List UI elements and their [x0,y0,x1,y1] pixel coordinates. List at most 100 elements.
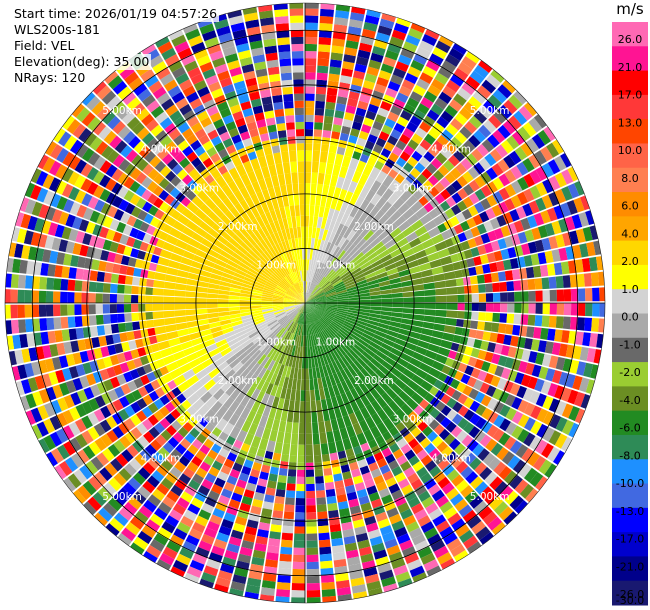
ppi-gate [401,79,415,91]
ppi-gate [399,151,411,162]
ppi-gate [207,43,222,55]
ppi-gate [303,270,305,282]
ppi-gate [229,313,241,319]
ppi-gate [387,243,400,254]
ppi-gate [175,97,189,110]
ppi-gate [319,278,328,288]
ppi-gate [350,330,362,339]
ppi-gate [373,354,385,365]
ppi-gate [526,138,540,153]
ppi-gate [180,491,194,503]
ppi-gate [73,469,88,484]
ppi-gate [199,328,212,337]
ppi-gate [305,303,307,314]
ppi-gate [386,267,399,276]
ppi-gate [253,230,264,242]
ppi-gate [316,238,322,251]
ppi-gate [479,382,490,394]
ppi-gate [155,264,168,274]
ppi-gate [530,420,543,435]
ppi-gate [262,311,274,317]
ppi-gate [326,431,335,443]
ppi-gate [295,498,305,506]
ppi-gate [344,47,358,57]
ppi-gate [225,435,236,446]
ppi-gate [319,23,333,32]
ppi-gate [315,227,321,239]
ppi-gate [80,178,93,192]
ppi-gate [198,540,213,552]
ppi-gate [316,321,323,332]
ppi-gate [154,209,165,220]
ppi-gate [509,257,519,269]
ppi-gate [266,334,276,344]
ppi-gate [305,2,319,9]
ppi-gate [62,409,75,424]
ppi-gate [245,325,257,333]
ppi-gate [308,313,313,324]
ppi-gate [414,540,430,552]
ppi-gate [194,128,207,140]
ppi-gate [547,328,556,341]
ppi-gate [529,169,542,184]
ppi-gate [99,467,113,482]
ppi-gate [186,201,200,214]
ppi-gate [492,428,505,442]
ppi-gate [316,490,326,498]
ppi-gate [517,231,528,244]
ppi-gate [43,190,55,206]
ppi-gate [239,296,251,301]
ppi-gate [541,237,552,251]
ppi-gate [321,316,331,325]
ppi-gate [291,433,299,445]
ppi-gate [124,431,137,444]
ppi-gate [498,187,510,201]
ppi-gate [426,163,438,175]
ppi-gate [263,146,273,156]
ppi-gate [387,192,400,206]
ppi-gate [130,414,142,427]
ppi-gate [261,580,276,589]
ppi-gate [399,539,414,551]
ppi-gate [237,351,249,362]
ppi-gate [296,483,305,492]
ppi-gate [12,258,21,273]
ppi-gate [579,195,590,211]
ppi-gate [348,134,358,144]
ppi-gate [345,390,355,403]
ppi-gate [113,512,129,527]
ppi-gate [53,317,62,330]
ppi-gate [266,59,279,69]
ppi-gate [332,348,341,360]
ppi-gate [305,303,310,313]
ppi-gate [318,525,330,534]
ppi-gate [281,240,288,253]
ppi-gate [47,330,57,344]
ppi-gate [319,239,325,252]
ppi-gate [299,281,303,293]
ppi-gate [89,270,98,282]
ppi-gate [271,145,281,154]
ppi-gate [216,234,229,246]
ppi-gate [382,417,395,431]
ppi-gate [61,183,74,198]
ppi-gate [300,259,304,271]
ppi-gate [248,422,259,436]
ppi-gate [215,576,231,588]
ppi-gate [360,335,372,345]
ppi-gate [497,238,507,250]
ppi-gate [220,347,232,357]
ppi-gate [4,289,11,303]
ppi-gate [98,126,112,140]
ppi-gate [355,397,365,410]
ppi-gate [161,47,177,61]
ppi-gate [263,237,272,249]
ppi-gate [343,339,354,349]
ppi-gate [315,476,324,484]
ppi-gate [240,241,251,252]
ppi-gate [341,254,351,265]
ppi-gate [277,283,288,292]
ppi-gate [60,278,69,291]
ppi-gate [263,358,273,370]
ppi-gate [277,267,286,278]
